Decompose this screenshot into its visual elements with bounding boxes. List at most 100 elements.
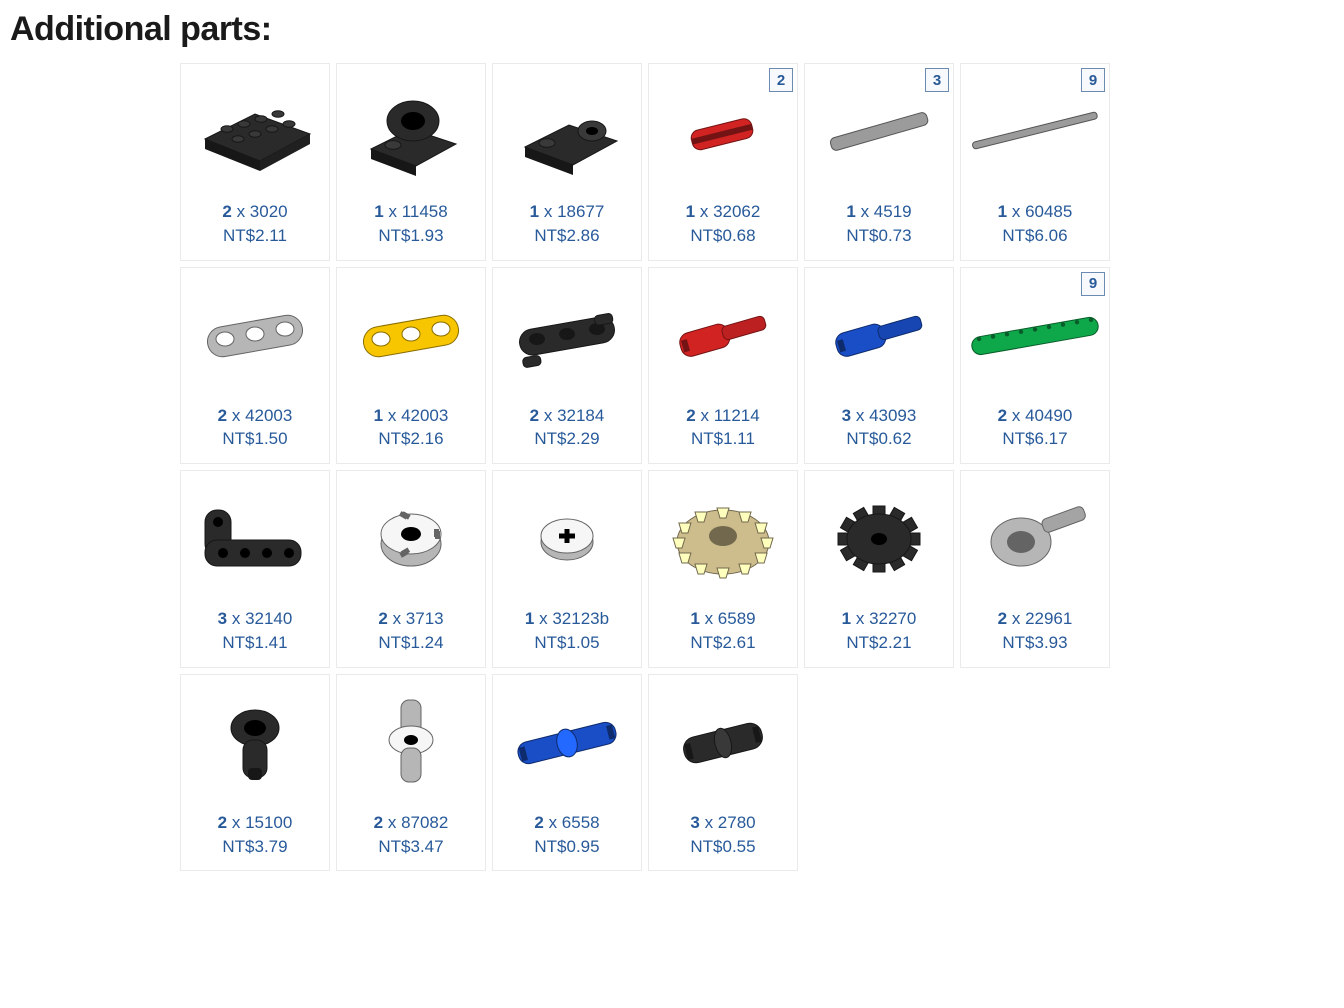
part-card[interactable]: 2 x 3713NT$1.24 xyxy=(336,470,486,668)
part-qty: 1 xyxy=(525,609,534,628)
part-card[interactable]: 1 x 42003NT$2.16 xyxy=(336,267,486,465)
qty-x: x xyxy=(539,406,557,425)
part-card[interactable]: 3 x 32140NT$1.41 xyxy=(180,470,330,668)
part-image xyxy=(181,471,329,601)
part-card[interactable]: 1 x 32123bNT$1.05 xyxy=(492,470,642,668)
part-card[interactable]: 2 x 42003NT$1.50 xyxy=(180,267,330,465)
qty-x: x xyxy=(851,609,869,628)
part-card[interactable]: 2 x 15100NT$3.79 xyxy=(180,674,330,872)
corner-badge: 9 xyxy=(1081,272,1105,296)
part-code: 3020 xyxy=(250,202,288,221)
part-card[interactable]: 1 x 11458NT$1.93 xyxy=(336,63,486,261)
part-info: 2 x 42003NT$1.50 xyxy=(181,398,329,464)
qty-x: x xyxy=(384,202,402,221)
part-price: NT$1.50 xyxy=(181,427,329,451)
qty-x: x xyxy=(1007,609,1025,628)
part-card[interactable]: 3 x 2780NT$0.55 xyxy=(648,674,798,872)
part-code: 6589 xyxy=(718,609,756,628)
part-info: 1 x 11458NT$1.93 xyxy=(337,194,485,260)
qty-x: x xyxy=(696,406,714,425)
part-qty: 1 xyxy=(530,202,539,221)
part-code: 42003 xyxy=(245,406,292,425)
part-price: NT$0.62 xyxy=(805,427,953,451)
part-info: 2 x 40490NT$6.17 xyxy=(961,398,1109,464)
part-image xyxy=(649,268,797,398)
part-image: 9 xyxy=(961,268,1109,398)
part-card[interactable]: 9 2 x 40490NT$6.17 xyxy=(960,267,1110,465)
part-info: 3 x 2780NT$0.55 xyxy=(649,805,797,871)
part-image: 2 xyxy=(649,64,797,194)
part-image xyxy=(181,64,329,194)
part-code: 11458 xyxy=(402,202,448,221)
part-qty: 1 xyxy=(686,202,695,221)
part-qty: 2 xyxy=(218,406,227,425)
part-info: 2 x 3713NT$1.24 xyxy=(337,601,485,667)
part-price: NT$3.79 xyxy=(181,835,329,859)
part-qty: 2 xyxy=(218,813,227,832)
corner-badge: 9 xyxy=(1081,68,1105,92)
part-info: 3 x 32140NT$1.41 xyxy=(181,601,329,667)
part-image xyxy=(961,471,1109,601)
part-qty: 2 xyxy=(534,813,543,832)
part-card[interactable]: 91 x 60485NT$6.06 xyxy=(960,63,1110,261)
part-image xyxy=(493,675,641,805)
part-info: 1 x 4519NT$0.73 xyxy=(805,194,953,260)
part-card[interactable]: 3 x 43093NT$0.62 xyxy=(804,267,954,465)
part-image xyxy=(649,471,797,601)
part-card[interactable]: 2 x 3020NT$2.11 xyxy=(180,63,330,261)
part-code: 32270 xyxy=(869,609,916,628)
qty-x: x xyxy=(534,609,552,628)
part-code: 4519 xyxy=(874,202,912,221)
corner-badge: 2 xyxy=(769,68,793,92)
part-image xyxy=(649,675,797,805)
qty-x: x xyxy=(383,406,401,425)
part-price: NT$1.05 xyxy=(493,631,641,655)
part-price: NT$2.16 xyxy=(337,427,485,451)
part-card[interactable]: 2 x 6558NT$0.95 xyxy=(492,674,642,872)
part-info: 3 x 43093NT$0.62 xyxy=(805,398,953,464)
part-qty: 3 xyxy=(690,813,699,832)
part-qty: 2 xyxy=(222,202,231,221)
part-code: 43093 xyxy=(869,406,916,425)
part-card[interactable]: 2 x 32184NT$2.29 xyxy=(492,267,642,465)
part-card[interactable]: 2 x 87082NT$3.47 xyxy=(336,674,486,872)
qty-x: x xyxy=(856,202,874,221)
part-info: 1 x 42003NT$2.16 xyxy=(337,398,485,464)
qty-x: x xyxy=(1007,202,1025,221)
part-info: 2 x 87082NT$3.47 xyxy=(337,805,485,871)
part-info: 1 x 18677NT$2.86 xyxy=(493,194,641,260)
qty-x: x xyxy=(1007,406,1025,425)
part-code: 22961 xyxy=(1025,609,1072,628)
part-card[interactable]: 31 x 4519NT$0.73 xyxy=(804,63,954,261)
part-code: 11214 xyxy=(714,406,760,425)
part-qty: 1 xyxy=(998,202,1007,221)
part-image xyxy=(181,675,329,805)
part-image xyxy=(805,471,953,601)
part-card[interactable]: 1 x 6589NT$2.61 xyxy=(648,470,798,668)
part-price: NT$2.29 xyxy=(493,427,641,451)
part-card[interactable]: 1 x 18677NT$2.86 xyxy=(492,63,642,261)
part-price: NT$2.61 xyxy=(649,631,797,655)
part-qty: 1 xyxy=(842,609,851,628)
part-image xyxy=(337,675,485,805)
qty-x: x xyxy=(700,609,718,628)
part-qty: 2 xyxy=(998,406,1007,425)
part-image xyxy=(337,471,485,601)
part-card[interactable]: 2 x 22961NT$3.93 xyxy=(960,470,1110,668)
part-price: NT$1.93 xyxy=(337,224,485,248)
part-info: 2 x 6558NT$0.95 xyxy=(493,805,641,871)
part-info: 1 x 6589NT$2.61 xyxy=(649,601,797,667)
part-image xyxy=(805,268,953,398)
part-image xyxy=(337,268,485,398)
part-card[interactable]: 21 x 32062NT$0.68 xyxy=(648,63,798,261)
qty-x: x xyxy=(539,202,557,221)
part-code: 15100 xyxy=(245,813,292,832)
part-price: NT$2.21 xyxy=(805,631,953,655)
part-price: NT$0.68 xyxy=(649,224,797,248)
part-card[interactable]: 2 x 11214NT$1.11 xyxy=(648,267,798,465)
qty-x: x xyxy=(383,813,401,832)
part-price: NT$2.11 xyxy=(181,224,329,248)
part-price: NT$1.11 xyxy=(649,427,797,451)
part-card[interactable]: 1 x 32270 NT$2.21 xyxy=(804,470,954,668)
part-qty: 3 xyxy=(842,406,851,425)
